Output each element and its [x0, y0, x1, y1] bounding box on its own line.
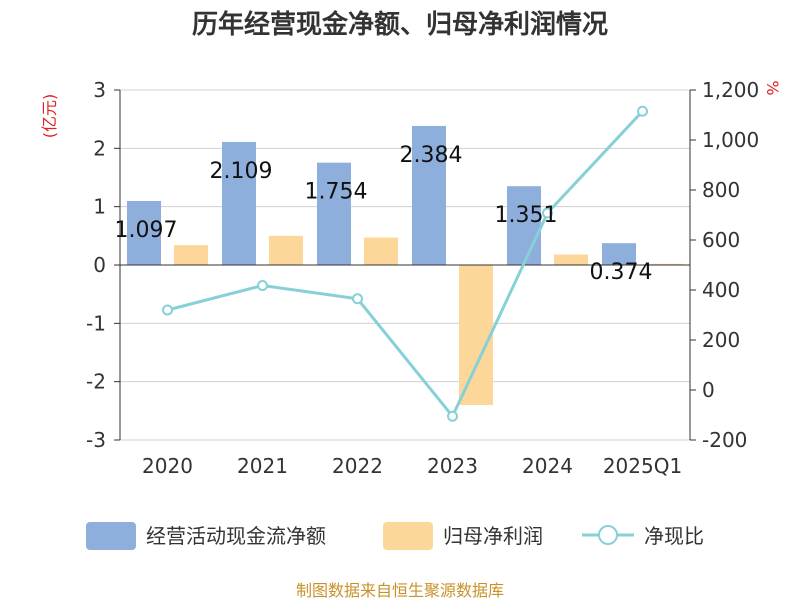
net-profit-bar [649, 263, 683, 265]
net-profit-bar [554, 254, 588, 265]
data-label: 2.109 [210, 159, 273, 184]
x-axis-tick-label: 2024 [522, 454, 573, 478]
legend-swatch [86, 522, 136, 550]
net-profit-bar [174, 245, 208, 265]
chart-title: 历年经营现金净额、归母净利润情况 [192, 9, 608, 40]
right-axis-tick-label: 1,200 [702, 78, 759, 102]
left-axis-tick-label: 3 [93, 78, 106, 102]
cashflow-bar [602, 243, 636, 265]
axes: 3 2 1 0 -1 -2 -3 1,200 1,000 800 600 400 200 0 -200 202… [86, 78, 759, 478]
left-axis-tick-label: -2 [86, 370, 106, 394]
legend-swatch [383, 522, 433, 550]
legend-label: 净现比 [644, 524, 704, 548]
net-profit-bar [269, 235, 303, 265]
left-axis-tick-label: -3 [86, 428, 106, 452]
right-axis-tick-label: 200 [702, 328, 740, 352]
net-profit-bar [364, 237, 398, 265]
right-axis-tick-label: 1,000 [702, 128, 759, 152]
x-axis-tick-label: 2020 [142, 454, 193, 478]
left-axis-tick-label: 0 [93, 253, 106, 277]
data-labels: 1.097 2.109 1.754 2.384 1.351 0.374 [115, 143, 653, 285]
cashflow-bar [127, 201, 161, 265]
right-axis-tick-label: 800 [702, 178, 740, 202]
right-axis-tick-label: 0 [702, 378, 715, 402]
ratio-line-path [167, 110, 644, 420]
x-axis-tick-label: 2022 [332, 454, 383, 478]
ratio-point [542, 207, 553, 219]
data-label: 1.351 [495, 203, 558, 228]
cashflow-bar [222, 141, 256, 265]
left-axis-tick-label: 2 [93, 136, 106, 160]
left-axis-tick-label: -1 [86, 311, 106, 335]
x-axis-tick-label: 2025Q1 [603, 454, 682, 478]
right-axis-tick-label: 400 [702, 278, 740, 302]
data-label: 0.374 [590, 260, 653, 285]
ratio-point [447, 410, 458, 422]
left-axis-tick-label: 1 [93, 195, 106, 219]
legend-marker [598, 525, 618, 545]
x-axis-tick-label: 2021 [237, 454, 288, 478]
bars [127, 125, 683, 405]
cashflow-bar [317, 162, 351, 265]
legend: 经营活动现金流净额 归母净利润 净现比 [86, 522, 704, 550]
right-axis-tick-label: 600 [702, 228, 740, 252]
net-profit-bar [459, 265, 493, 405]
right-axis-tick-label: -200 [702, 428, 747, 452]
data-source: 制图数据来自恒生聚源数据库 [296, 581, 504, 600]
ratio-point [352, 293, 363, 305]
ratio-point [257, 280, 268, 291]
legend-label: 归母净利润 [443, 524, 543, 548]
ratio-line [162, 105, 648, 422]
legend-label: 经营活动现金流净额 [146, 524, 326, 548]
cashflow-bar [412, 125, 446, 265]
ratio-point [637, 105, 648, 117]
data-label: 1.097 [115, 218, 178, 243]
left-axis-unit: (亿元) [40, 94, 59, 139]
data-label: 1.754 [305, 180, 368, 205]
cashflow-bar [507, 186, 541, 265]
data-label: 2.384 [400, 143, 463, 168]
x-axis-tick-label: 2023 [427, 454, 478, 478]
right-axis-unit: % [763, 80, 782, 95]
ratio-point [162, 304, 173, 316]
